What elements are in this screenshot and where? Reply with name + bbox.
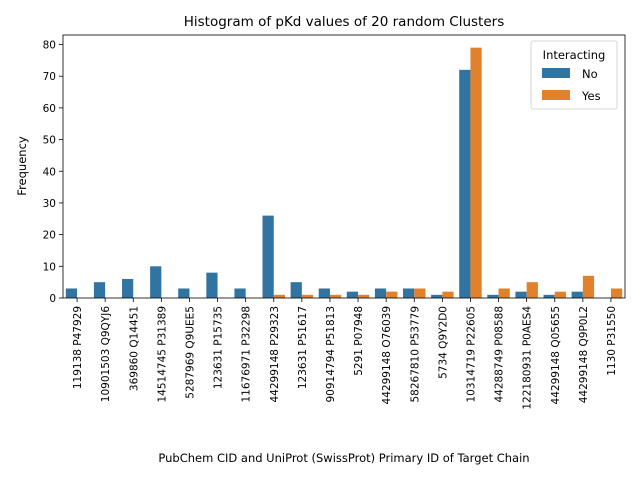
x-tick-label: 119138 P47929: [72, 306, 84, 389]
x-tick-label: 90914794 P51813: [325, 306, 337, 403]
bar-no-9: [318, 288, 330, 298]
legend: Interacting No Yes: [530, 40, 618, 110]
bar-yes-10: [358, 294, 370, 298]
y-tick-label: 80: [43, 40, 56, 52]
bar-yes-7: [273, 294, 285, 298]
x-tick-label: 44299148 Q05655: [550, 306, 562, 404]
bar-no-13: [431, 294, 443, 298]
bar-yes-15: [498, 288, 510, 298]
y-tick-label: 30: [43, 198, 56, 210]
x-tick-label: 5287969 Q9UEE5: [184, 306, 196, 399]
legend-label-no: No: [582, 67, 598, 81]
bar-no-11: [374, 288, 387, 298]
bar-no-14: [459, 69, 471, 298]
x-axis-ticks: 119138 P47929 10901503 Q9QYJ6 369860 Q1445…: [72, 298, 618, 410]
bar-no-15: [487, 294, 499, 298]
x-tick-label: 14514745 P31389: [156, 306, 168, 403]
x-tick-label: 122180931 P0AES4: [522, 306, 534, 410]
y-tick-label: 10: [43, 261, 56, 273]
bar-yes-18: [582, 275, 595, 298]
x-tick-label: 44299148 P29323: [269, 306, 281, 403]
bar-no-1: [93, 282, 106, 298]
bar-no-12: [403, 288, 415, 298]
bar-no-6: [234, 288, 246, 298]
bar-yes-13: [442, 291, 454, 298]
y-tick-label: 50: [43, 135, 56, 147]
bar-yes-9: [329, 294, 342, 298]
bar-no-16: [515, 291, 527, 298]
legend-swatch-no: [542, 68, 570, 78]
y-tick-label: 70: [43, 71, 56, 83]
bar-no-5: [206, 272, 218, 298]
bar-yes-8: [301, 294, 314, 298]
bar-no-10: [346, 291, 359, 298]
bar-yes-14: [470, 47, 482, 298]
x-tick-label: 369860 Q14451: [128, 306, 140, 391]
x-tick-label: 44288749 P08588: [494, 306, 506, 403]
bar-no-4: [178, 288, 190, 298]
plot-frame: [62, 34, 626, 299]
x-tick-label: 1130 P31550: [606, 306, 618, 376]
legend-label-yes: Yes: [581, 89, 601, 103]
y-tick-label: 40: [43, 166, 56, 178]
x-tick-label: 5734 Q9Y2D0: [437, 306, 449, 379]
y-axis-ticks: 0 10 20 30 40 50 60 70 80: [43, 40, 63, 305]
y-tick-label: 0: [49, 293, 56, 305]
x-tick-label: 5291 P07948: [353, 306, 365, 376]
bar-no-3: [150, 266, 162, 298]
x-axis-label: PubChem CID and UniProt (SwissProt) Prim…: [158, 451, 529, 465]
bar-no-0: [65, 288, 78, 298]
chart-title: Histogram of pKd values of 20 random Clu…: [184, 14, 504, 30]
bar-no-7: [262, 215, 274, 298]
x-tick-label: 123631 P51617: [297, 306, 309, 389]
y-tick-label: 20: [43, 230, 56, 242]
bar-yes-11: [386, 291, 398, 298]
bars-group: [65, 47, 623, 298]
bar-yes-12: [414, 288, 426, 298]
legend-swatch-yes: [542, 90, 570, 100]
bar-yes-19: [610, 288, 623, 298]
y-tick-label: 60: [43, 103, 56, 115]
bar-yes-16: [526, 282, 538, 298]
x-tick-label: 123631 P15735: [213, 306, 225, 389]
x-tick-label: 11676971 P32298: [241, 306, 253, 403]
x-tick-label: 44299148 Q9P0L2: [578, 306, 590, 403]
x-tick-label: 10901503 Q9QYJ6: [100, 306, 112, 403]
bar-no-8: [290, 282, 302, 298]
x-tick-label: 58267810 P53779: [409, 306, 421, 403]
y-axis-label: Frequency: [15, 136, 29, 196]
x-tick-label: 10314719 P22605: [465, 306, 477, 403]
x-tick-label: 44299148 O76039: [381, 306, 393, 404]
bar-yes-17: [554, 291, 566, 298]
bar-no-17: [543, 294, 555, 298]
bar-no-18: [571, 291, 583, 298]
bar-no-2: [122, 278, 134, 298]
legend-title: Interacting: [543, 48, 606, 62]
